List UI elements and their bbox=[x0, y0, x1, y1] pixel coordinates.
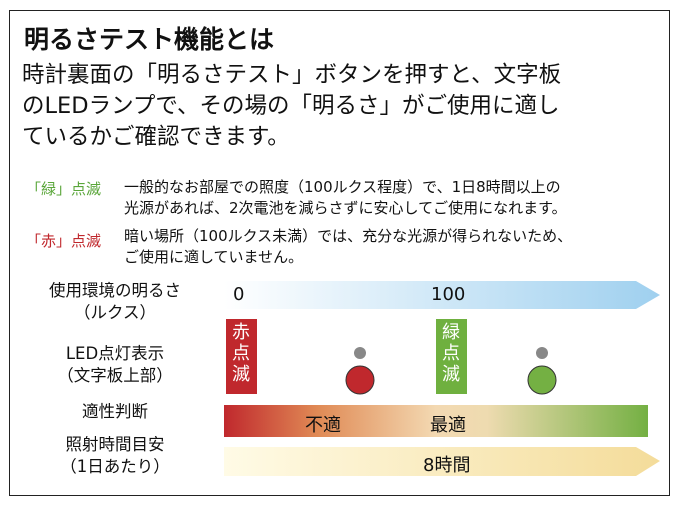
row-label-line: （1日あたり） bbox=[60, 457, 170, 476]
green-flash-description: 一般的なお部屋での照度（100ルクス程度）で、1日8時間以上の 光源があれば、2… bbox=[124, 177, 664, 219]
row-label-line: （文字板上部） bbox=[57, 366, 173, 385]
green-description-line: 一般的なお部屋での照度（100ルクス程度）で、1日8時間以上の bbox=[124, 178, 561, 196]
green-description-line: 光源があれば、2次電池を減らさずに安心してご使用になれます。 bbox=[124, 199, 567, 217]
optimal-label: 最適 bbox=[430, 415, 466, 436]
red-flash-label: 「赤」点滅 bbox=[26, 232, 102, 250]
lux-tick-100: 100 bbox=[431, 284, 466, 305]
page-title: 明るさテスト機能とは bbox=[24, 25, 275, 54]
green-led-lamp bbox=[527, 365, 557, 395]
red-led-lamp bbox=[345, 365, 375, 395]
row-label-environment: 使用環境の明るさ （ルクス） bbox=[20, 280, 210, 324]
red-description-line: 暗い場所（100ルクス未満）では、充分な光源が得られないため、 bbox=[124, 227, 573, 245]
intro-line: のLEDランプで、その場の「明るさ」がご使用に適し bbox=[22, 93, 560, 119]
green-led-indicator-dot bbox=[536, 347, 548, 359]
row-label-line: LED点灯表示 bbox=[65, 344, 165, 363]
row-label-hours: 照射時間目安 （1日あたり） bbox=[20, 434, 210, 478]
red-description-line: ご使用に適していません。 bbox=[124, 248, 304, 266]
red-flash-description: 暗い場所（100ルクス未満）では、充分な光源が得られないため、 ご使用に適してい… bbox=[124, 226, 664, 268]
intro-line: 時計裏面の「明るさテスト」ボタンを押すと、文字板 bbox=[22, 62, 562, 88]
row-label-led: LED点灯表示 （文字板上部） bbox=[20, 343, 210, 387]
diagram-frame bbox=[9, 10, 670, 496]
row-label-line: （ルクス） bbox=[73, 303, 156, 322]
lux-tick-0: 0 bbox=[233, 284, 245, 305]
red-flash-vertical-label: 赤点滅 bbox=[232, 322, 250, 385]
green-flash-label: 「緑」点滅 bbox=[26, 180, 102, 198]
red-flash-bar bbox=[226, 319, 257, 394]
intro-paragraph: 時計裏面の「明るさテスト」ボタンを押すと、文字板 のLEDランプで、その場の「明… bbox=[22, 60, 667, 153]
row-label-line: 使用環境の明るさ bbox=[49, 281, 181, 300]
green-flash-bar bbox=[436, 319, 467, 394]
hours-arrow bbox=[224, 447, 660, 476]
row-label-line: 照射時間目安 bbox=[65, 435, 165, 454]
red-led-indicator-dot bbox=[354, 347, 366, 359]
hours-label: 8時間 bbox=[423, 455, 471, 476]
green-flash-vertical-label: 緑点滅 bbox=[442, 322, 460, 385]
unsuitable-label: 不適 bbox=[305, 415, 341, 436]
intro-line: ているかご確認できます。 bbox=[22, 124, 290, 150]
lux-scale-arrow bbox=[224, 281, 660, 309]
row-label-line: 適性判断 bbox=[82, 402, 148, 421]
row-label-suitability: 適性判断 bbox=[20, 401, 210, 423]
suitability-bar bbox=[224, 405, 648, 437]
